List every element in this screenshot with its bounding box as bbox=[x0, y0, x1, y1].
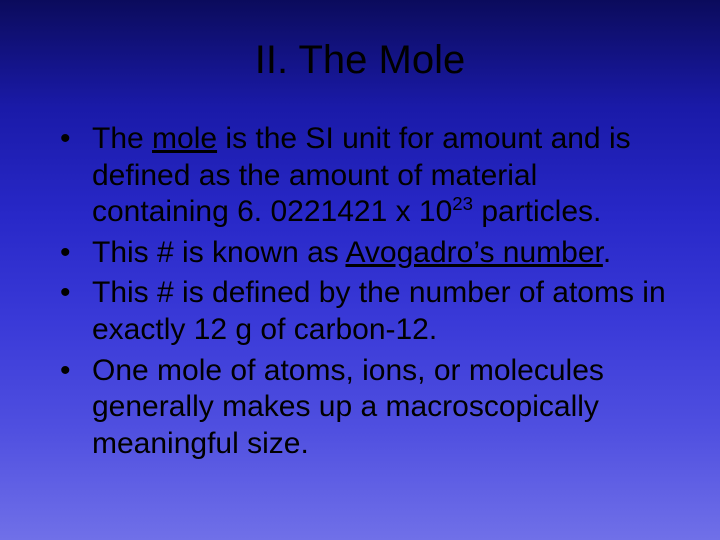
bullet-item: This # is defined by the number of atoms… bbox=[92, 275, 670, 348]
bullet-text: . bbox=[603, 236, 611, 269]
bullet-text: The bbox=[92, 122, 152, 155]
bullet-item: One mole of atoms, ions, or molecules ge… bbox=[92, 353, 670, 463]
underlined-term: mole bbox=[152, 122, 217, 155]
slide-title: II. The Mole bbox=[50, 38, 670, 83]
underlined-term: Avogadro’s number bbox=[345, 236, 602, 269]
bullet-text: particles. bbox=[473, 195, 601, 228]
bullet-text: This # is known as bbox=[92, 236, 345, 269]
bullet-text: One mole of atoms, ions, or molecules ge… bbox=[92, 354, 604, 460]
bullet-text: This # is defined by the number of atoms… bbox=[92, 276, 666, 346]
bullet-item: The mole is the SI unit for amount and i… bbox=[92, 121, 670, 231]
bullet-item: This # is known as Avogadro’s number. bbox=[92, 235, 670, 272]
exponent: 23 bbox=[452, 193, 473, 214]
bullet-list: The mole is the SI unit for amount and i… bbox=[50, 121, 670, 462]
